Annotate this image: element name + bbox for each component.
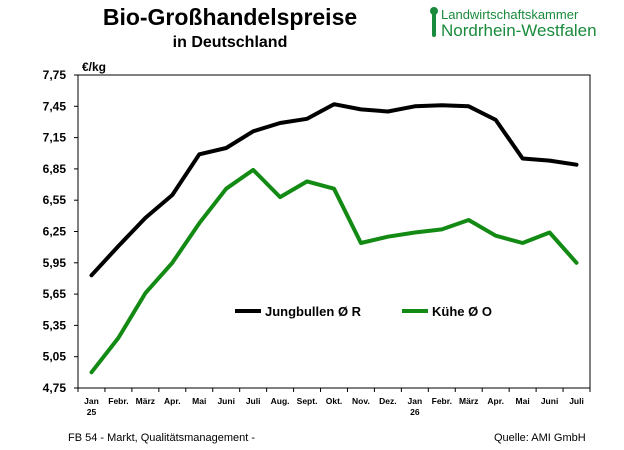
- y-tick-label: 4,75: [43, 381, 67, 395]
- y-tick-label: 5,65: [43, 287, 67, 301]
- y-tick-label: 7,15: [43, 131, 67, 145]
- x-tick-label: März: [459, 396, 478, 406]
- x-year-label: 26: [410, 407, 420, 417]
- logo-bar-icon: [432, 9, 436, 37]
- x-tick-label: Jan: [84, 396, 99, 406]
- x-tick-label: Okt.: [326, 396, 343, 406]
- x-tick-label: Sept.: [297, 396, 318, 406]
- series-line-1: [89, 167, 579, 375]
- chart-subtitle: in Deutschland: [172, 34, 288, 51]
- x-tick-label: Apr.: [164, 396, 181, 406]
- y-tick-label: 5,05: [43, 350, 67, 364]
- x-tick-label: Juli: [246, 396, 261, 406]
- y-tick-label: 5,95: [43, 256, 67, 270]
- legend-label: Jungbullen Ø R: [265, 304, 362, 319]
- x-tick-label: Mai: [516, 396, 530, 406]
- logo-line-1: Landwirtschaftskammer: [441, 7, 579, 22]
- x-tick-label: Juni: [217, 396, 234, 406]
- chart-title: Bio-Großhandelspreise: [102, 4, 358, 30]
- x-tick-label: Febr.: [108, 396, 128, 406]
- y-tick-label: 6,25: [43, 225, 67, 239]
- x-tick-label: Jan: [408, 396, 423, 406]
- footer-department: FB 54 - Markt, Qualitätsmanagement -: [68, 432, 256, 444]
- y-tick-label: 5,35: [43, 318, 67, 332]
- footer-source: Quelle: AMI GmbH: [494, 432, 586, 444]
- x-tick-label: Mai: [192, 396, 206, 406]
- legend-label: Kühe Ø O: [432, 304, 492, 319]
- x-tick-label: Aug.: [271, 396, 290, 406]
- x-year-label: 25: [87, 407, 97, 417]
- x-tick-label: Juli: [569, 396, 584, 406]
- y-tick-label: 7,45: [43, 99, 67, 113]
- plot-area-frame: [77, 74, 591, 389]
- x-tick-label: Dez.: [379, 396, 396, 406]
- x-tick-label: März: [136, 396, 155, 406]
- y-tick-label: 7,75: [43, 68, 67, 82]
- x-tick-label: Apr.: [487, 396, 504, 406]
- x-tick-label: Juni: [541, 396, 558, 406]
- x-tick-label: Nov.: [352, 396, 370, 406]
- y-axis-label: €/kg: [82, 60, 106, 74]
- logo-line-2: Nordrhein-Westfalen: [441, 21, 597, 40]
- series-line-0: [89, 102, 579, 278]
- y-tick-label: 6,55: [43, 193, 67, 207]
- x-tick-label: Febr.: [432, 396, 452, 406]
- y-tick-label: 6,85: [43, 162, 67, 176]
